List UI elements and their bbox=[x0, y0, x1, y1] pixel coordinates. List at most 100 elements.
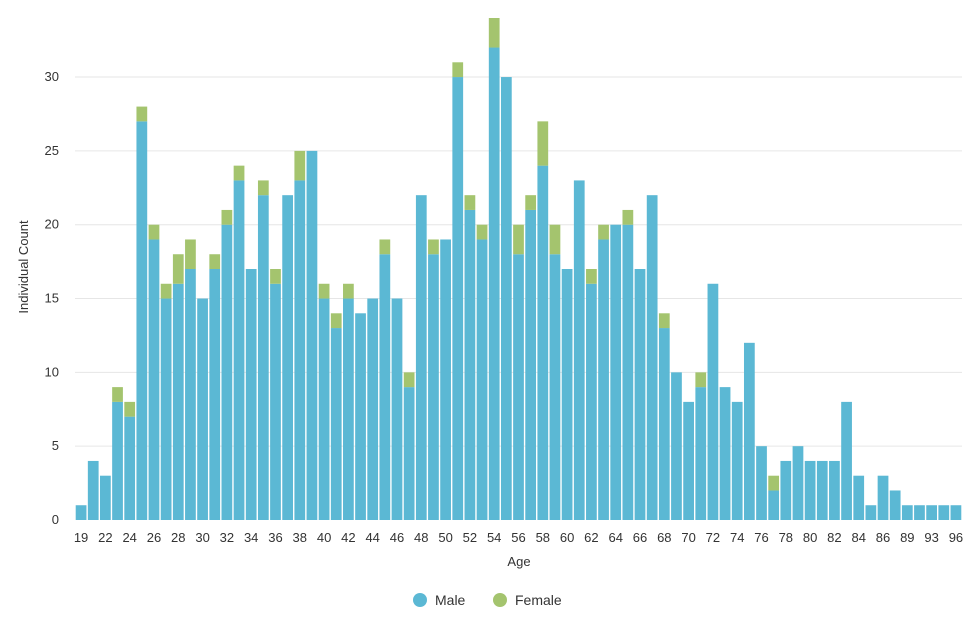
legend-item-female[interactable]: Female bbox=[493, 592, 562, 608]
bar-female-age-62[interactable] bbox=[586, 269, 597, 284]
bar-female-age-53[interactable] bbox=[476, 224, 488, 240]
bar-female-age-68[interactable] bbox=[658, 313, 670, 329]
bar-male-age-76[interactable] bbox=[756, 446, 767, 520]
bar-female-age-58[interactable] bbox=[537, 121, 549, 166]
bar-male-age-64[interactable] bbox=[610, 224, 622, 521]
bar-male-age-66[interactable] bbox=[634, 269, 646, 520]
bar-female-age-56[interactable] bbox=[513, 224, 524, 255]
bar-male-age-77[interactable] bbox=[768, 490, 780, 520]
bar-male-age-89[interactable] bbox=[901, 505, 913, 520]
bar-female-age-33[interactable] bbox=[233, 165, 245, 181]
bar-female-age-65[interactable] bbox=[622, 209, 634, 225]
bar-female-age-63[interactable] bbox=[598, 224, 609, 240]
bar-male-age-59[interactable] bbox=[549, 254, 561, 520]
bar-female-age-26[interactable] bbox=[148, 224, 160, 240]
bar-male-age-95[interactable] bbox=[938, 505, 950, 520]
bar-male-age-71[interactable] bbox=[695, 387, 707, 520]
bar-male-age-44[interactable] bbox=[367, 298, 379, 520]
bar-male-age-60[interactable] bbox=[561, 269, 573, 520]
bar-female-age-59[interactable] bbox=[549, 224, 561, 255]
bar-female-age-49[interactable] bbox=[428, 239, 439, 255]
bar-male-age-38[interactable] bbox=[294, 180, 306, 521]
bar-female-age-31[interactable] bbox=[209, 254, 221, 269]
bar-male-age-41[interactable] bbox=[330, 328, 342, 520]
bar-male-age-22[interactable] bbox=[100, 475, 111, 520]
bar-male-age-50[interactable] bbox=[440, 239, 451, 520]
bar-male-age-47[interactable] bbox=[403, 387, 415, 520]
bar-female-age-42[interactable] bbox=[343, 283, 354, 299]
bar-male-age-75[interactable] bbox=[743, 342, 755, 520]
bar-female-age-41[interactable] bbox=[330, 313, 342, 329]
bar-female-age-51[interactable] bbox=[452, 62, 464, 78]
bar-male-age-85[interactable] bbox=[865, 505, 877, 520]
bar-female-age-57[interactable] bbox=[525, 195, 537, 210]
legend-item-male[interactable]: Male bbox=[413, 592, 466, 608]
bar-male-age-52[interactable] bbox=[464, 209, 476, 521]
bar-male-age-43[interactable] bbox=[355, 313, 366, 520]
bar-male-age-78[interactable] bbox=[780, 460, 792, 520]
bar-male-age-29[interactable] bbox=[185, 269, 196, 520]
bar-male-age-49[interactable] bbox=[428, 254, 439, 520]
bar-male-age-26[interactable] bbox=[148, 239, 160, 520]
bar-male-age-67[interactable] bbox=[646, 195, 658, 521]
bar-male-age-30[interactable] bbox=[197, 298, 208, 520]
bar-male-age-35[interactable] bbox=[257, 195, 269, 521]
bar-male-age-87[interactable] bbox=[889, 490, 901, 520]
bar-male-age-27[interactable] bbox=[160, 298, 172, 520]
bar-male-age-91[interactable] bbox=[914, 505, 925, 520]
bar-male-age-39[interactable] bbox=[306, 150, 318, 520]
bar-male-age-81[interactable] bbox=[816, 460, 828, 520]
bar-female-age-25[interactable] bbox=[136, 106, 148, 122]
bar-female-age-28[interactable] bbox=[172, 254, 184, 284]
bar-male-age-79[interactable] bbox=[792, 446, 804, 520]
bar-female-age-45[interactable] bbox=[379, 239, 391, 255]
bar-male-age-68[interactable] bbox=[658, 328, 670, 520]
bar-male-age-58[interactable] bbox=[537, 165, 549, 520]
bar-female-age-27[interactable] bbox=[160, 283, 172, 299]
bar-female-age-32[interactable] bbox=[221, 209, 233, 225]
bar-male-age-57[interactable] bbox=[525, 209, 537, 521]
bar-female-age-36[interactable] bbox=[270, 269, 281, 284]
bar-male-age-42[interactable] bbox=[343, 298, 354, 520]
bar-male-age-69[interactable] bbox=[671, 372, 682, 520]
bar-female-age-35[interactable] bbox=[257, 180, 269, 196]
bar-male-age-19[interactable] bbox=[75, 505, 87, 520]
bar-male-age-31[interactable] bbox=[209, 269, 221, 520]
bar-female-age-29[interactable] bbox=[185, 239, 196, 269]
bar-male-age-55[interactable] bbox=[500, 77, 512, 520]
bar-male-age-65[interactable] bbox=[622, 224, 634, 521]
bar-male-age-37[interactable] bbox=[282, 195, 294, 521]
bar-male-age-36[interactable] bbox=[270, 283, 281, 520]
bar-male-age-51[interactable] bbox=[452, 77, 464, 520]
bar-female-age-77[interactable] bbox=[768, 475, 780, 491]
bar-male-age-86[interactable] bbox=[877, 475, 889, 520]
bar-male-age-82[interactable] bbox=[829, 460, 840, 520]
bar-male-age-96[interactable] bbox=[950, 505, 962, 520]
bar-female-age-24[interactable] bbox=[124, 401, 136, 417]
bar-male-age-48[interactable] bbox=[415, 195, 427, 521]
bar-female-age-40[interactable] bbox=[318, 283, 330, 299]
bar-male-age-40[interactable] bbox=[318, 298, 330, 520]
bar-male-age-28[interactable] bbox=[172, 283, 184, 520]
bar-male-age-83[interactable] bbox=[841, 401, 852, 520]
bar-male-age-32[interactable] bbox=[221, 224, 233, 521]
bar-male-age-20[interactable] bbox=[87, 460, 99, 520]
bar-male-age-80[interactable] bbox=[804, 460, 816, 520]
bar-male-age-45[interactable] bbox=[379, 254, 391, 520]
bar-male-age-63[interactable] bbox=[598, 239, 609, 520]
bar-male-age-62[interactable] bbox=[586, 283, 597, 520]
bar-male-age-84[interactable] bbox=[853, 475, 865, 520]
bar-male-age-54[interactable] bbox=[488, 47, 500, 520]
bar-male-age-46[interactable] bbox=[391, 298, 403, 520]
bar-male-age-23[interactable] bbox=[112, 401, 123, 520]
bar-female-age-38[interactable] bbox=[294, 150, 306, 181]
bar-male-age-61[interactable] bbox=[573, 180, 585, 521]
bar-male-age-33[interactable] bbox=[233, 180, 245, 521]
bar-female-age-52[interactable] bbox=[464, 195, 476, 210]
bar-female-age-54[interactable] bbox=[488, 18, 500, 48]
bar-male-age-34[interactable] bbox=[245, 269, 257, 520]
bar-female-age-23[interactable] bbox=[112, 387, 123, 402]
bar-male-age-93[interactable] bbox=[926, 505, 937, 520]
bar-male-age-72[interactable] bbox=[707, 283, 719, 520]
bar-male-age-24[interactable] bbox=[124, 416, 136, 520]
